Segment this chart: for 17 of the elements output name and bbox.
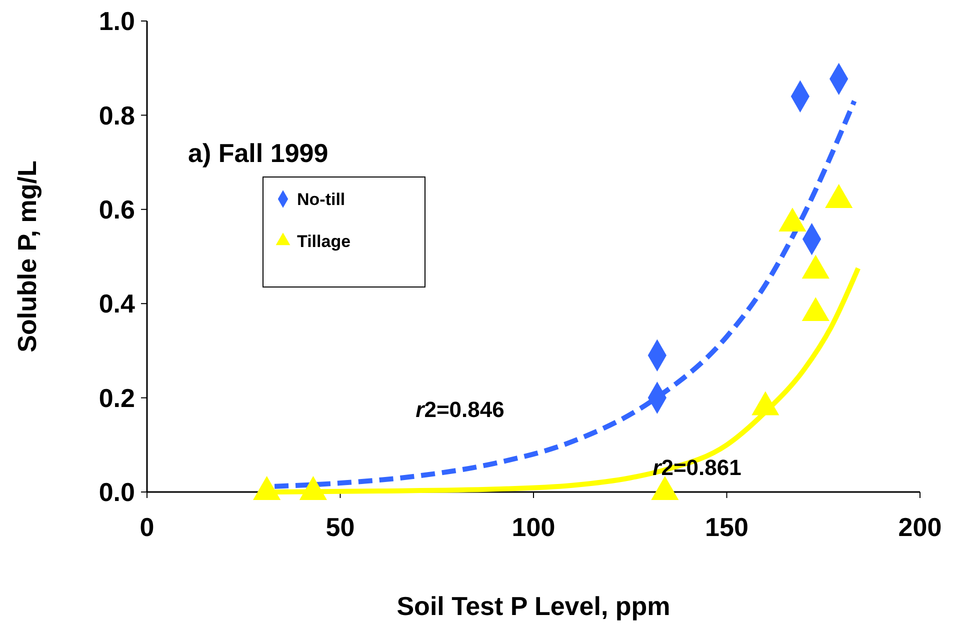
y-axis-title: Soluble P, mg/L <box>12 160 42 352</box>
x-tick-label: 150 <box>705 512 748 542</box>
annotation: a) Fall 1999 <box>188 138 328 168</box>
y-tick-label: 0.8 <box>98 100 135 130</box>
x-tick-label: 200 <box>898 512 942 542</box>
legend-label: No-till <box>297 190 346 209</box>
x-axis-title: Soil Test P Level, ppm <box>396 591 670 621</box>
annotation: r2=0.846 <box>416 397 504 422</box>
y-tick-label: 0.6 <box>98 194 135 224</box>
y-tick-label: 0.2 <box>98 382 135 413</box>
x-tick-label: 0 <box>140 512 154 542</box>
y-tick-label: 0.4 <box>98 288 136 319</box>
y-tick-label: 0.0 <box>98 477 135 508</box>
legend-label: Tillage <box>297 232 351 251</box>
y-tick-label: 1.0 <box>98 6 135 36</box>
x-tick-label: 100 <box>512 512 556 542</box>
x-tick-label: 50 <box>326 512 355 542</box>
